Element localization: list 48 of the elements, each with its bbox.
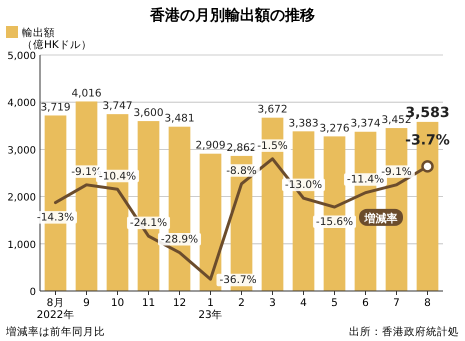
legend-label: 輸出額（億HKドル） [22,26,92,51]
data-label: -24.1% [130,217,168,230]
x-tick-label: 8月 2022年 [36,297,74,321]
y-tick-label: 3,000 [7,145,36,156]
data-label: -1.5% [257,140,288,152]
data-label: -15.6% [316,216,354,228]
y-tick-label: 2,000 [7,192,36,204]
y-tick-label: 1,000 [7,240,36,251]
data-label: 2,862 [226,142,257,154]
x-tick-label: 10 [110,297,124,309]
x-tick-label: 7 [393,297,400,309]
x-tick-label: 11 [142,297,156,309]
data-label: 3,276 [319,122,350,134]
x-tick-label: 4 [300,297,308,309]
x-tick-label: 3 [269,297,276,309]
data-label: 4,016 [71,87,102,100]
series-label: 増減率 [364,212,398,225]
data-label: -14.3% [36,212,74,224]
data-label: -36.7% [219,274,257,286]
y-tick-label: 0 [30,287,36,298]
x-tick-label: 5 [331,297,338,309]
data-label: -9.1% [71,166,102,178]
y-tick-label: 4,000 [7,98,36,110]
data-label: 2,909 [195,140,226,152]
data-label: -8.8% [226,164,257,177]
bar [200,154,222,291]
data-label: -9.1% [381,166,412,178]
x-tick-label: 8 [424,297,431,309]
data-label: 3,672 [257,104,288,116]
x-tick-label: 9 [83,297,90,309]
text: 増減率は前年同月比 [5,325,105,338]
x-tick-label: 2 [238,297,245,309]
data-label: -28.9% [160,234,198,246]
data-label: 3,747 [102,100,133,112]
data-label: 3,374 [350,118,381,130]
chart-title: 香港の月別輸出額の推移 [149,6,315,24]
text: 出所：香港政府統計処 [349,325,459,338]
x-tick-label: 1 23年 [198,297,223,321]
y-tick-label: 5,000 [7,51,36,62]
x-tick-label: 12 [172,297,186,309]
data-label: 3,481 [164,112,195,125]
data-label: -10.4% [98,170,136,182]
data-label: 3,383 [288,117,319,130]
data-label: 3,719 [40,101,71,114]
x-tick-label: 6 [362,297,370,309]
data-label: -13.0% [284,179,322,192]
data-label: -11.4% [346,174,384,186]
data-label: 3,600 [133,107,164,120]
